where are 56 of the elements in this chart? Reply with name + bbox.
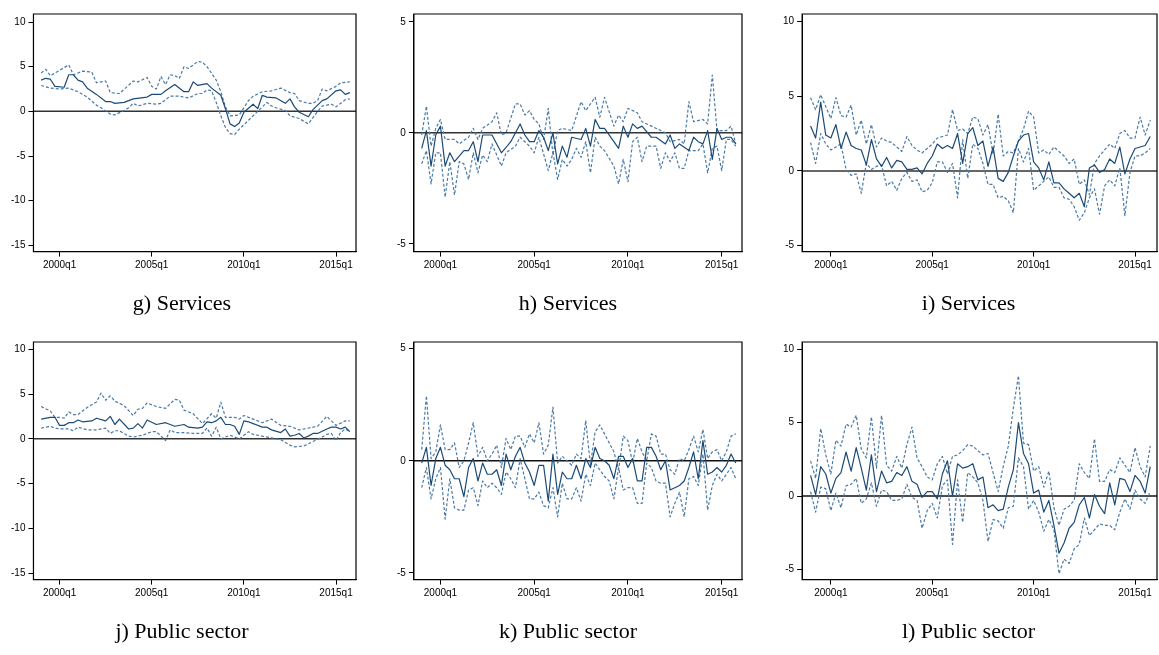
x-tick-label: 2015q1 (319, 259, 354, 271)
y-tick-label: -5 (16, 476, 26, 488)
y-tick-label: 5 (788, 415, 795, 427)
x-tick-label: 2000q1 (814, 259, 848, 271)
y-tick-label: 0 (400, 454, 407, 466)
y-tick-label: -15 (11, 566, 26, 578)
x-tick-label: 2010q1 (227, 259, 261, 271)
x-tick-label: 2010q1 (1016, 259, 1051, 271)
x-tick-label: 2015q1 (705, 259, 739, 271)
y-tick-label: 0 (19, 432, 26, 444)
x-tick-label: 2015q1 (1118, 586, 1153, 598)
x-tick-label: 2005q1 (135, 586, 169, 598)
x-tick-label: 2015q1 (705, 586, 739, 598)
x-tick-label: 2010q1 (1016, 586, 1051, 598)
x-tick-label: 2005q1 (915, 586, 950, 598)
y-tick-label: 5 (19, 60, 26, 72)
x-tick-label: 2000q1 (42, 259, 77, 271)
text: j) Public sector (114, 617, 250, 643)
x-tick-label: 2015q1 (319, 586, 354, 598)
x-tick-label: 2005q1 (135, 259, 169, 271)
y-tick-label: -10 (11, 194, 26, 206)
y-tick-label: -5 (16, 149, 26, 161)
y-tick-label: 5 (400, 15, 407, 27)
y-tick-label: -5 (785, 562, 795, 574)
x-tick-label: 2000q1 (42, 586, 77, 598)
y-tick-label: 5 (788, 89, 795, 101)
y-tick-label: 10 (14, 15, 26, 27)
y-tick-label: 0 (19, 105, 26, 117)
x-tick-label: 2015q1 (1118, 259, 1153, 271)
text: k) Public sector (498, 617, 638, 643)
x-tick-label: 2010q1 (611, 586, 646, 598)
y-tick-label: 10 (14, 342, 26, 354)
y-tick-label: -5 (396, 566, 407, 578)
x-tick-label: 2010q1 (227, 586, 261, 598)
y-tick-label: 10 (783, 15, 795, 27)
y-tick-label: 0 (788, 164, 795, 176)
y-tick-label: 0 (400, 126, 407, 138)
x-tick-label: 2000q1 (814, 586, 848, 598)
x-tick-label: 2000q1 (423, 259, 458, 271)
y-tick-label: 5 (19, 387, 26, 399)
y-tick-label: -5 (396, 237, 407, 249)
text: g) Services (132, 289, 232, 315)
x-tick-label: 2005q1 (915, 259, 950, 271)
text: l) Public sector (901, 617, 1036, 643)
y-tick-label: -10 (11, 521, 26, 533)
x-tick-label: 2005q1 (517, 259, 552, 271)
y-tick-label: 0 (788, 489, 795, 501)
y-tick-label: -5 (785, 239, 795, 251)
y-tick-label: -15 (11, 239, 26, 251)
x-tick-label: 2010q1 (611, 259, 646, 271)
x-tick-label: 2000q1 (423, 586, 458, 598)
text: h) Services (518, 289, 618, 315)
y-tick-label: 10 (783, 342, 795, 354)
text: i) Services (921, 289, 1016, 315)
x-tick-label: 2005q1 (517, 586, 552, 598)
y-tick-label: 5 (400, 341, 407, 353)
